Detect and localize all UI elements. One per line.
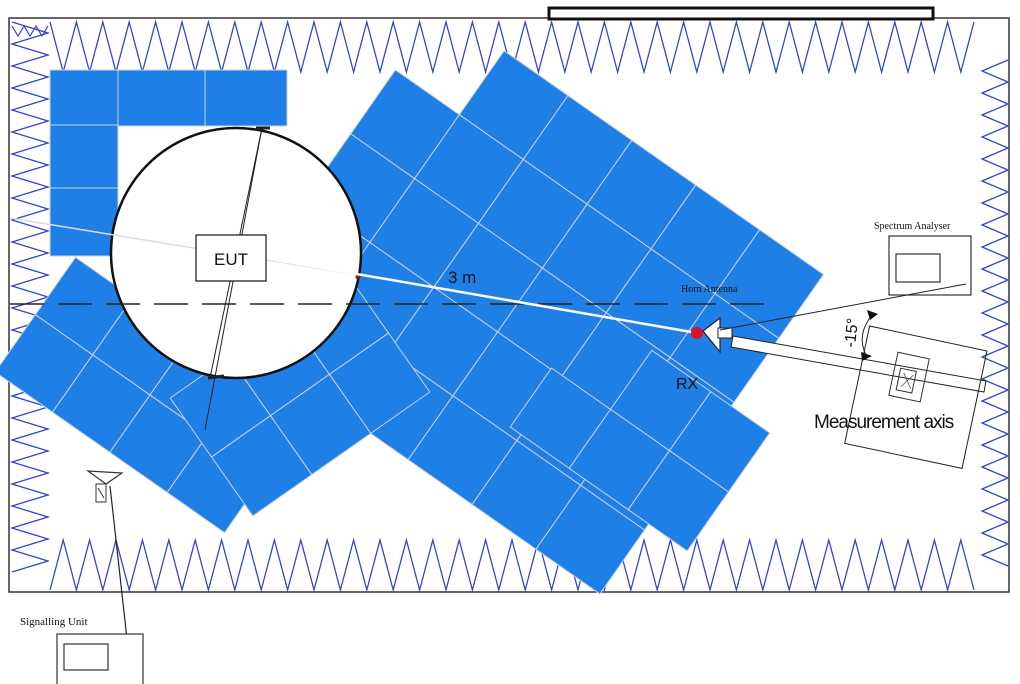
zigzag-corner [11,24,49,38]
absorber-tile [627,449,730,552]
absorber-group [509,349,771,552]
angle-label: -15° [842,317,862,348]
distance-label: 3 m [448,268,476,287]
measurement-axis-label: Measurement axis [814,412,954,433]
absorber-tile [49,69,119,127]
receive-point [691,327,703,339]
zigzag-wall [9,21,51,573]
signalling-unit-label: Signalling Unit [20,616,88,628]
horn-antenna-icon [702,316,733,354]
signalling-unit-box [56,633,144,684]
zigzag-wall [49,537,975,593]
positioner-mechanism [888,351,930,403]
chamber-door [547,6,935,21]
turntable-marker-2 [207,374,225,380]
absorber-tile [204,69,288,127]
absorber-tile [535,484,646,595]
angle-arc [861,314,873,356]
eut-box [195,234,267,282]
absorber-group [49,69,288,257]
absorber-group [169,273,431,517]
positioner-platform [844,325,988,469]
spectrum-analyser-label: Spectrum Analyser [874,221,951,232]
absorber-tile [328,332,431,435]
spectrum-analyser-box [888,235,972,296]
signalling-unit-screen [63,643,109,671]
antenna-mast [730,335,987,393]
right-wall-absorbers [980,59,1010,567]
absorber-tile [49,187,119,257]
distance-line [235,251,698,335]
angle-arrow-bottom [861,352,872,361]
antenna-icon [85,470,124,503]
bottom-wall-absorbers [49,537,975,593]
rx-label: RX [676,376,699,393]
spectrum-analyser-cable [719,283,967,331]
absorber-tile [49,124,119,189]
spectrum-analyser-screen [895,253,941,283]
chamber-outline [8,17,1010,593]
absorber-tile [117,69,207,127]
floor-absorbers [0,50,825,595]
top-wall-absorbers [11,19,975,75]
eut-label: EUT [214,250,248,269]
horn-antenna-label: Horn Antenna [681,284,738,295]
angle-arrow-top [867,310,878,320]
zigzag-wall [980,59,1010,567]
left-wall-absorbers [9,21,51,573]
